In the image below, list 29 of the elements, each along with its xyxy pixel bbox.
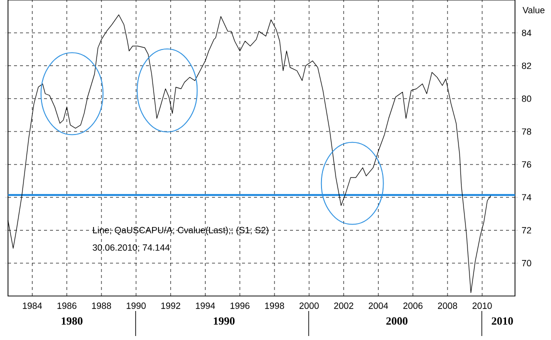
x-tick-label: 2008 xyxy=(438,302,458,309)
x-tick-label: 2006 xyxy=(403,302,423,309)
x-tick-label: 2000 xyxy=(300,302,319,309)
y-tick-label: 82 xyxy=(522,62,532,69)
annotation: 30.06.2010; 74.144 xyxy=(92,244,170,252)
y-tick-label: 70 xyxy=(522,260,532,266)
text: 2010 xyxy=(492,317,513,325)
x-tick-label: 1990 xyxy=(126,302,146,309)
text: 1980 xyxy=(62,317,82,325)
y-tick-label: 74 xyxy=(522,194,532,200)
text: 2000 xyxy=(386,317,408,325)
x-tick-label: 1984 xyxy=(22,302,42,309)
y-axis-title: Value xyxy=(522,6,544,14)
x-tick-label: 1996 xyxy=(230,302,250,309)
y-tick-label: 72 xyxy=(522,227,532,234)
x-tick-label: 1988 xyxy=(92,302,112,309)
y-tick-label: 80 xyxy=(522,95,532,102)
y-tick-label: 84 xyxy=(522,30,532,36)
y-tick-label: 76 xyxy=(522,161,532,168)
y-tick-label: 78 xyxy=(522,128,532,135)
x-tick-label: 2010 xyxy=(472,302,492,309)
text: 1990 xyxy=(214,317,235,325)
x-tick-label: 2004 xyxy=(368,302,388,309)
x-tick-label: 1992 xyxy=(161,302,180,309)
x-tick-label: 1986 xyxy=(58,302,76,309)
annotation: Line; QaUSCAPU/A; Cvalue(Last);; (S1; S2) xyxy=(93,226,268,236)
x-tick-label: 1994 xyxy=(196,302,216,309)
x-tick-label: 1998 xyxy=(265,302,284,309)
x-tick-label: 2002 xyxy=(334,302,354,309)
